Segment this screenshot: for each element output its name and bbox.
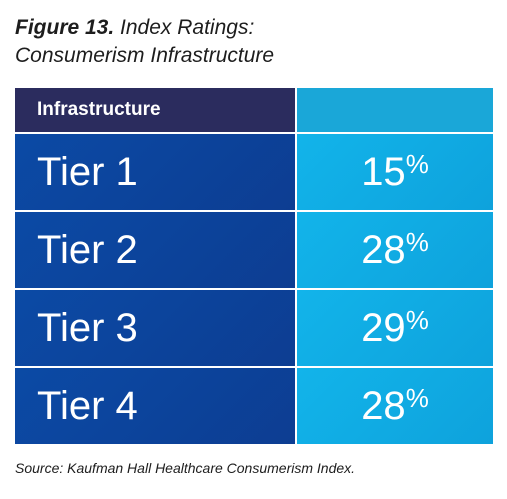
tier-label: Tier 2	[15, 212, 295, 288]
table-row: Tier 1 15%	[15, 134, 493, 210]
tier-value: 15%	[297, 134, 493, 210]
percent-sign: %	[405, 383, 429, 413]
figure-title-line2: Consumerism Infrastructure	[15, 44, 275, 67]
tier-label: Tier 4	[15, 368, 295, 444]
table-header-value-cell	[297, 88, 493, 132]
table-header-label: Infrastructure	[15, 88, 295, 132]
table-row: Tier 2 28%	[15, 212, 493, 288]
table-header-row: Infrastructure	[15, 88, 493, 132]
tier-value-number: 28	[361, 228, 406, 272]
tier-label: Tier 3	[15, 290, 295, 366]
table-row: Tier 3 29%	[15, 290, 493, 366]
figure-title-line1: Index Ratings:	[120, 16, 255, 39]
table-row: Tier 4 28%	[15, 368, 493, 444]
tier-value: 29%	[297, 290, 493, 366]
figure-label: Figure 13.	[15, 16, 115, 39]
tier-value: 28%	[297, 212, 493, 288]
tier-value: 28%	[297, 368, 493, 444]
tier-label: Tier 1	[15, 134, 295, 210]
percent-sign: %	[405, 149, 429, 179]
ratings-table: Infrastructure Tier 1 15% Tier 2 28% Tie…	[15, 88, 493, 445]
percent-sign: %	[405, 227, 429, 257]
tier-value-number: 29	[361, 306, 406, 350]
tier-value-number: 15	[361, 150, 406, 194]
source-note: Source: Kaufman Hall Healthcare Consumer…	[15, 460, 356, 476]
figure-title: Figure 13. Index Ratings: Consumerism In…	[15, 14, 495, 70]
percent-sign: %	[405, 305, 429, 335]
tier-value-number: 28	[361, 384, 406, 428]
